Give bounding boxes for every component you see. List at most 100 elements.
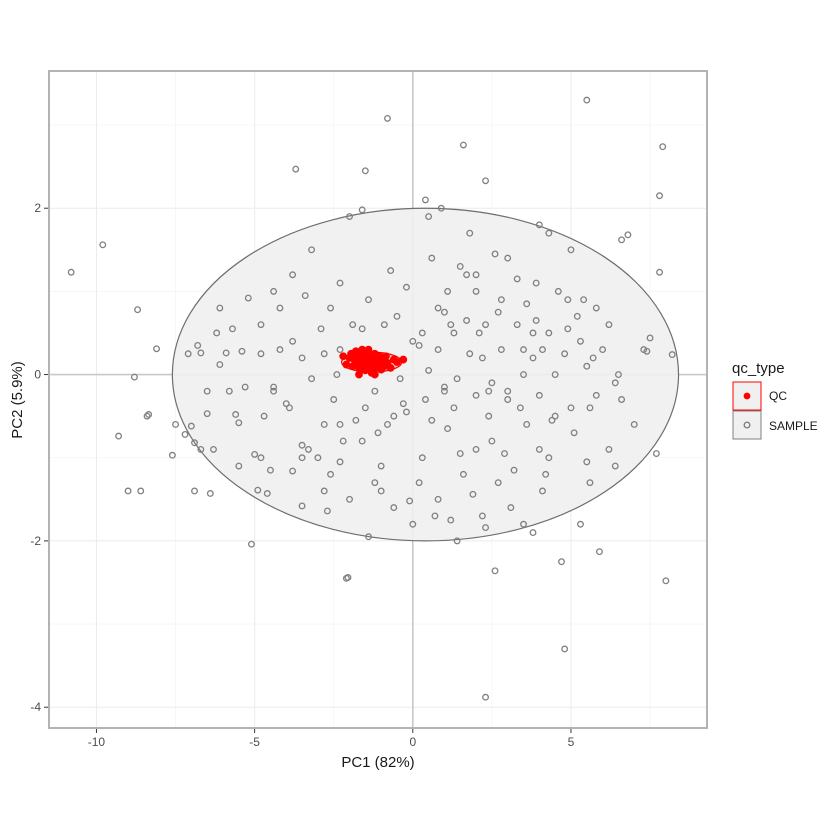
sample-point xyxy=(504,387,512,395)
sample-point xyxy=(418,454,426,462)
sample-point xyxy=(561,350,569,358)
legend-item-qc: QC xyxy=(732,381,787,411)
sample-point xyxy=(270,383,278,391)
sample-point xyxy=(210,445,217,453)
sample-point xyxy=(260,412,268,420)
sample-point xyxy=(611,462,619,470)
sample-point xyxy=(592,391,600,399)
sample-point xyxy=(520,346,527,354)
sample-point xyxy=(545,329,553,337)
sample-point xyxy=(390,412,398,420)
sample-point xyxy=(478,354,486,362)
x-axis-title: PC1 (82%) xyxy=(341,754,414,771)
sample-point xyxy=(523,300,531,308)
sample-point xyxy=(529,329,537,337)
sample-point xyxy=(516,404,524,412)
sample-point xyxy=(520,371,527,379)
sample-point xyxy=(222,349,230,357)
sample-point xyxy=(187,422,195,430)
sample-point xyxy=(542,470,550,478)
sample-point xyxy=(611,379,619,387)
sample-point xyxy=(257,321,265,329)
sample-point xyxy=(346,213,353,220)
qc-point xyxy=(355,370,363,379)
sample-point xyxy=(485,412,493,420)
sample-point xyxy=(466,350,474,358)
sample-point xyxy=(497,346,505,354)
sample-point xyxy=(668,351,676,359)
sample-point xyxy=(418,329,426,337)
sample-point xyxy=(475,329,483,337)
sample-point xyxy=(330,396,338,403)
sample-point xyxy=(437,204,445,212)
sample-point xyxy=(298,441,306,449)
sample-point xyxy=(618,236,626,244)
sample-point xyxy=(396,375,404,383)
sample-point xyxy=(137,487,145,495)
sample-point xyxy=(478,512,486,520)
sample-point xyxy=(561,645,569,653)
y-tick-label: -4 xyxy=(30,700,41,714)
y-tick-label: 0 xyxy=(34,368,41,382)
sample-point xyxy=(409,520,417,528)
sample-point xyxy=(289,337,297,345)
sample-point xyxy=(428,254,436,262)
sample-point xyxy=(320,420,328,428)
sample-point xyxy=(513,275,521,283)
sample-point xyxy=(257,350,265,358)
sample-point xyxy=(390,504,398,512)
sample-point xyxy=(577,337,584,345)
sample-point xyxy=(257,454,265,462)
sample-point xyxy=(415,479,423,487)
sample-point xyxy=(507,504,515,512)
sample-point xyxy=(535,445,543,453)
sample-point xyxy=(251,450,259,458)
sample-point xyxy=(459,470,467,478)
legend-label-qc: QC xyxy=(769,389,787,403)
sample-point xyxy=(403,283,410,291)
sample-point xyxy=(191,487,198,495)
sample-point xyxy=(659,143,667,151)
sample-point xyxy=(570,429,578,437)
sample-point xyxy=(270,387,278,395)
x-tick-label: -5 xyxy=(249,735,260,749)
sample-point xyxy=(459,141,467,149)
sample-point xyxy=(577,520,584,528)
sample-point xyxy=(194,341,202,349)
sample-point xyxy=(504,254,512,262)
sample-point xyxy=(248,540,255,548)
sample-point xyxy=(592,304,600,312)
sample-point xyxy=(605,445,613,453)
sample-point xyxy=(482,177,490,185)
sample-point xyxy=(314,454,322,462)
sample-point xyxy=(463,271,471,279)
sample-point xyxy=(450,329,458,337)
sample-point xyxy=(216,304,224,312)
qc-points xyxy=(339,345,408,379)
sample-point xyxy=(425,213,433,220)
sample-point xyxy=(583,362,591,370)
sample-point xyxy=(115,432,123,440)
sample-point xyxy=(266,466,274,474)
sample-point xyxy=(532,317,540,324)
sample-point xyxy=(523,420,531,428)
sample-point xyxy=(491,250,499,258)
sample-point xyxy=(535,221,543,229)
sample-point xyxy=(191,439,198,447)
sample-point xyxy=(289,467,297,475)
sample-point xyxy=(263,490,271,497)
sample-point xyxy=(276,304,284,312)
qc-point xyxy=(382,352,390,361)
sample-point xyxy=(599,346,607,354)
sample-point xyxy=(494,479,502,487)
sample-point xyxy=(466,229,474,237)
legend-title: qc_type xyxy=(732,360,785,377)
sample-point xyxy=(336,346,344,354)
sample-point xyxy=(463,317,471,324)
sample-point xyxy=(358,437,366,445)
x-tick-label: 5 xyxy=(568,735,575,749)
sample-point xyxy=(238,347,246,355)
sample-point xyxy=(453,375,461,383)
y-axis-title: PC2 (5.9%) xyxy=(9,361,26,439)
